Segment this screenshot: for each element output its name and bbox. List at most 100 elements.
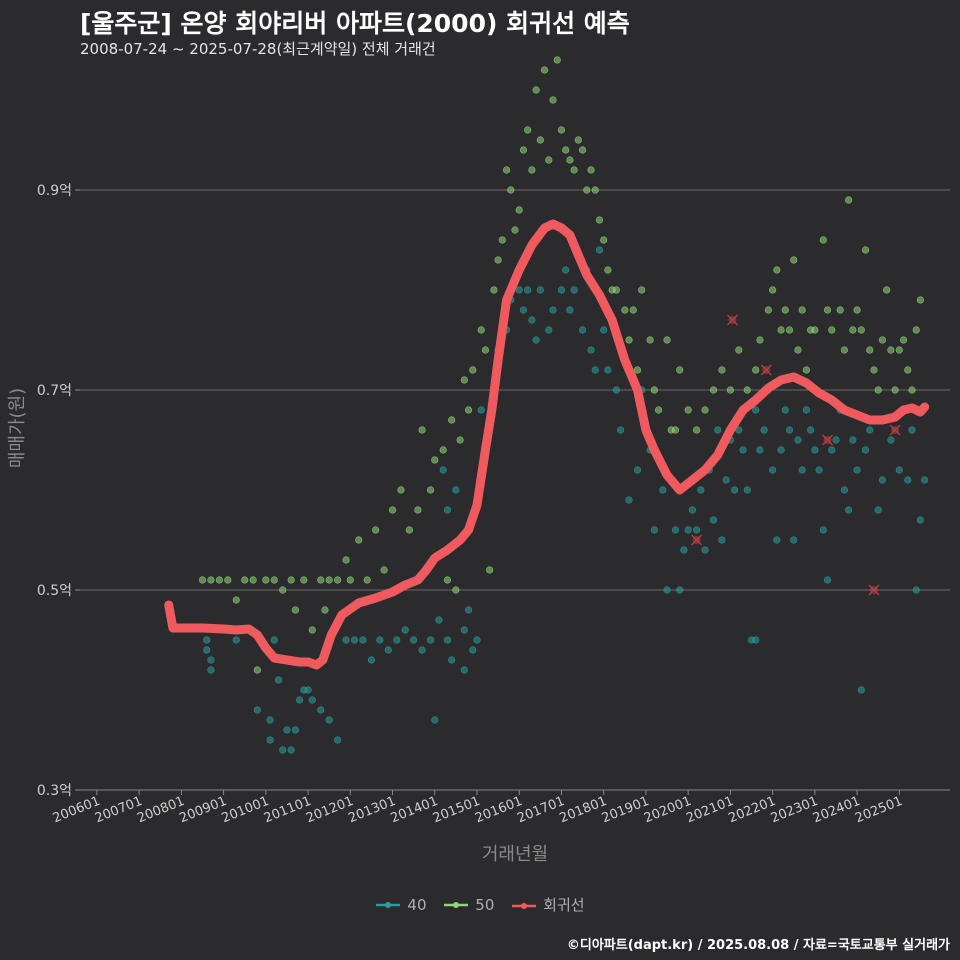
data-point-50 <box>916 296 925 304</box>
series-40-points <box>203 246 929 754</box>
legend-key-50 <box>444 902 469 908</box>
x-tick-label: 202401 <box>811 794 863 827</box>
data-point-50 <box>334 576 342 584</box>
data-point-40 <box>693 526 701 534</box>
data-point-40 <box>760 426 768 434</box>
data-point-50 <box>646 336 654 344</box>
data-point-50 <box>557 126 566 134</box>
outlier-x-mark <box>760 364 772 376</box>
data-point-40 <box>912 586 920 594</box>
data-point-50 <box>600 236 608 244</box>
data-point-40 <box>308 696 316 704</box>
data-point-40 <box>317 706 325 714</box>
data-point-40 <box>401 626 409 634</box>
data-point-40 <box>819 526 827 534</box>
data-point-50 <box>291 606 299 614</box>
data-point-40 <box>350 636 359 644</box>
data-point-40 <box>612 386 620 394</box>
data-point-50 <box>756 336 764 344</box>
data-point-50 <box>452 586 460 594</box>
data-point-40 <box>203 646 211 654</box>
data-point-40 <box>477 406 485 414</box>
data-point-50 <box>633 366 642 374</box>
data-point-50 <box>604 266 612 274</box>
data-point-50 <box>388 506 397 514</box>
data-point-40 <box>904 476 912 484</box>
data-point-40 <box>549 306 557 314</box>
x-tick-label: 200801 <box>135 794 187 827</box>
data-point-50 <box>562 146 570 154</box>
chart-title: [울주군] 온양 회야리버 아파트(2000) 회귀선 예측 <box>80 9 630 38</box>
data-point-50 <box>215 576 223 584</box>
data-point-40 <box>207 656 215 664</box>
data-point-50 <box>198 576 207 584</box>
data-point-40 <box>849 436 857 444</box>
data-point-50 <box>773 266 781 274</box>
data-point-40 <box>714 426 722 434</box>
outlier-x-mark <box>822 434 834 446</box>
data-point-50 <box>671 426 680 434</box>
data-point-40 <box>283 726 291 734</box>
data-point-40 <box>524 286 532 294</box>
data-point-40 <box>684 526 692 534</box>
data-point-50 <box>325 576 333 584</box>
data-point-40 <box>452 486 460 494</box>
legend-label-regression: 회귀선 <box>543 896 585 914</box>
data-point-50 <box>828 326 836 334</box>
y-axis-label: 매매가(원) <box>7 388 28 468</box>
data-point-40 <box>232 636 240 644</box>
y-tick-label: 0.5억 <box>37 583 72 599</box>
data-point-50 <box>578 146 587 154</box>
data-point-40 <box>769 466 777 474</box>
data-point-40 <box>393 636 401 644</box>
x-tick-label: 201801 <box>558 794 610 827</box>
data-point-50 <box>840 346 849 354</box>
data-point-40 <box>557 286 566 294</box>
legend-label-50: 50 <box>475 895 495 914</box>
x-tick-label: 201201 <box>304 794 356 827</box>
data-point-40 <box>203 636 211 644</box>
data-point-40 <box>874 506 882 514</box>
data-point-40 <box>878 476 887 484</box>
x-tick-label: 201701 <box>515 794 567 827</box>
data-point-50 <box>418 426 426 434</box>
data-point-50 <box>718 366 726 374</box>
data-point-40 <box>435 616 443 624</box>
data-point-50 <box>249 576 257 584</box>
data-point-50 <box>612 286 620 294</box>
data-point-50 <box>857 326 865 334</box>
data-point-50 <box>549 96 557 104</box>
data-point-40 <box>566 306 574 314</box>
data-point-40 <box>545 326 553 334</box>
data-point-50 <box>574 136 582 144</box>
data-point-50 <box>241 576 249 584</box>
data-point-50 <box>709 386 718 394</box>
data-point-50 <box>794 346 802 354</box>
legend-key-40 <box>376 902 401 908</box>
outlier-marks <box>691 314 901 596</box>
data-point-40 <box>570 286 578 294</box>
data-point-40 <box>616 426 625 434</box>
data-point-40 <box>604 366 612 374</box>
data-point-40 <box>359 636 367 644</box>
data-point-40 <box>578 326 587 334</box>
data-point-50 <box>650 386 658 394</box>
data-point-50 <box>536 136 544 144</box>
data-point-40 <box>600 326 608 334</box>
data-point-50 <box>405 526 414 534</box>
data-point-50 <box>498 236 506 244</box>
data-point-40 <box>532 336 540 344</box>
x-axis-label: 거래년월 <box>482 844 548 865</box>
data-point-40 <box>266 716 274 724</box>
data-point-50 <box>743 386 751 394</box>
data-point-40 <box>671 526 680 534</box>
data-point-40 <box>325 716 333 724</box>
data-point-50 <box>317 576 325 584</box>
data-point-50 <box>802 366 811 374</box>
data-point-40 <box>469 646 477 654</box>
data-point-40 <box>253 706 261 714</box>
data-point-50 <box>532 86 540 94</box>
data-point-40 <box>908 426 916 434</box>
data-point-40 <box>342 636 350 644</box>
data-point-40 <box>448 656 456 664</box>
